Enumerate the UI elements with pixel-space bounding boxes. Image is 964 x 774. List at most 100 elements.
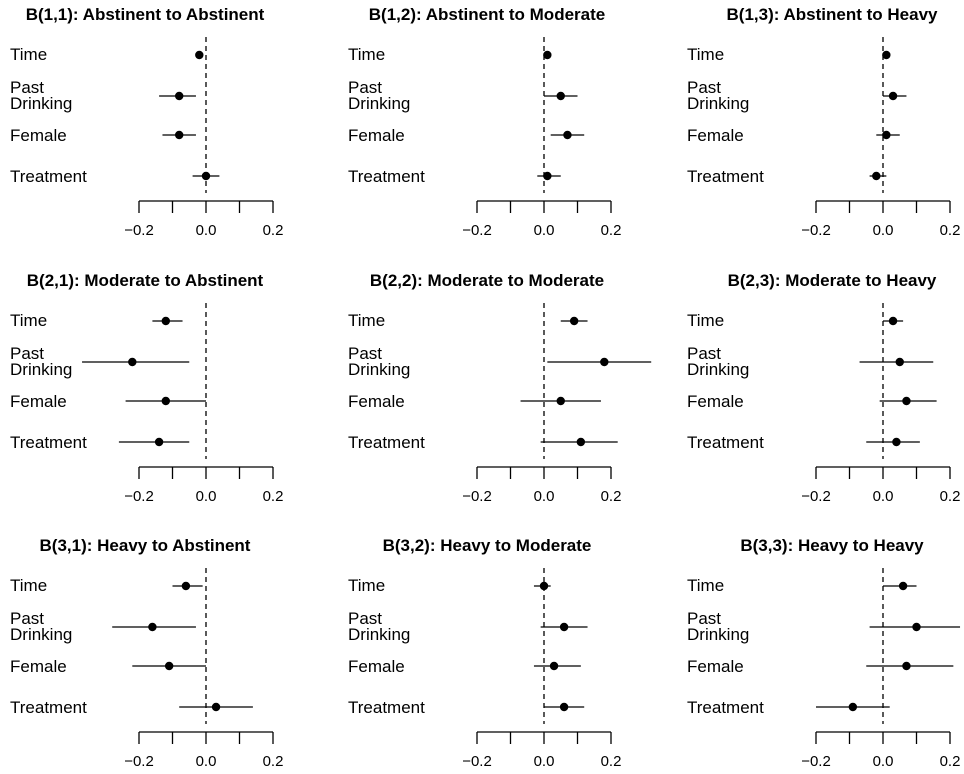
panel-title: B(3,2): Heavy to Moderate [383,536,592,555]
panel-title: B(3,3): Heavy to Heavy [740,536,924,555]
row-label: Treatment [10,433,87,452]
row-label: Female [10,126,67,145]
row-label: Time [687,311,724,330]
x-tick-label: 0.2 [263,488,284,505]
x-tick-label: 0.0 [873,222,894,239]
row-label: Treatment [687,433,764,452]
estimate-point [161,316,170,326]
panel-title: B(1,2): Abstinent to Moderate [369,5,605,24]
panel-title: B(2,1): Moderate to Abstinent [27,271,264,290]
estimate-point [902,661,911,671]
row-label: Time [687,576,724,595]
estimate-point [556,396,565,406]
panel: B(3,2): Heavy to Moderate Time Past Drinkin… [348,536,621,770]
estimate-point [848,702,858,712]
estimate-point [154,437,164,447]
row-label: Female [10,657,67,676]
panel-title: B(2,3): Moderate to Heavy [728,271,937,290]
x-tick-label: 0.2 [263,753,284,770]
estimate-point [912,622,921,632]
x-tick-label: 0.2 [940,488,961,505]
row-label: Treatment [348,698,425,717]
x-tick-label: −0.2 [462,753,492,770]
row-label: Past Drinking [687,609,749,644]
row-label: Treatment [687,698,764,717]
panel: B(2,1): Moderate to Abstinent Time Past Dri… [10,271,283,505]
x-tick-label: 0.2 [940,222,961,239]
estimate-point [161,396,170,406]
x-tick-label: 0.0 [534,222,555,239]
panel-title: B(1,1): Abstinent to Abstinent [26,5,265,24]
panel: B(2,3): Moderate to Heavy Time Past Drinkin… [687,271,960,505]
x-tick-label: −0.2 [801,222,831,239]
panel: B(3,1): Heavy to Abstinent Time Past Drinki… [10,536,283,770]
row-label: Past Drinking [348,78,410,113]
x-tick-label: 0.2 [940,753,961,770]
panel: B(1,3): Abstinent to Heavy Time Past Drinki… [687,5,960,239]
estimate-point [898,581,908,591]
row-label: Past Drinking [348,344,410,379]
estimate-point [549,661,559,671]
row-label: Past Drinking [10,609,72,644]
row-label: Past Drinking [10,78,72,113]
row-label: Past Drinking [687,344,749,379]
panel: B(1,1): Abstinent to Abstinent Time Past Dr… [10,5,283,239]
estimate-point [148,622,157,632]
estimate-point [128,357,137,367]
row-label: Treatment [687,167,764,186]
estimate-point [195,50,204,60]
estimate-point [563,130,572,140]
estimate-point [164,661,174,671]
row-label: Time [348,576,385,595]
row-label: Treatment [10,167,87,186]
estimate-point [569,316,579,326]
x-tick-label: 0.2 [601,488,622,505]
panel-title: B(1,3): Abstinent to Heavy [727,5,939,24]
row-label: Time [10,311,47,330]
x-tick-label: 0.2 [601,222,622,239]
estimate-point [559,622,569,632]
x-tick-label: 0.0 [873,753,894,770]
x-tick-label: 0.0 [534,488,555,505]
row-label: Treatment [10,698,87,717]
estimate-point [892,437,901,447]
estimate-point [201,171,211,181]
estimate-point [576,437,586,447]
estimate-point [895,357,904,367]
estimate-point [882,130,891,140]
row-label: Female [687,392,744,411]
x-tick-label: −0.2 [462,488,492,505]
estimate-point [539,581,549,591]
row-label: Female [348,126,405,145]
estimate-point [559,702,569,712]
row-label: Female [687,126,744,145]
estimate-point [175,130,184,140]
x-tick-label: −0.2 [124,222,154,239]
estimate-point [872,171,881,181]
x-tick-label: −0.2 [124,488,154,505]
x-tick-label: 0.0 [534,753,555,770]
x-tick-label: 0.0 [196,753,217,770]
row-label: Past Drinking [687,78,749,113]
row-label: Past Drinking [348,609,410,644]
x-tick-label: −0.2 [462,222,492,239]
panel-title: B(2,2): Moderate to Moderate [370,271,604,290]
estimate-point [543,171,552,181]
x-tick-label: 0.0 [873,488,894,505]
row-label: Female [348,657,405,676]
row-label: Time [348,311,385,330]
row-label: Past Drinking [10,344,72,379]
row-label: Treatment [348,167,425,186]
panel-title: B(3,1): Heavy to Abstinent [40,536,251,555]
panel: B(2,2): Moderate to Moderate Time Past Drin… [348,271,652,505]
estimate-point [600,357,609,367]
x-tick-label: 0.2 [601,753,622,770]
estimate-point [902,396,911,406]
estimate-point [882,50,891,60]
estimate-point [888,91,898,101]
estimate-point [556,91,565,101]
panel: B(3,3): Heavy to Heavy Time Past Drinking Fe… [687,536,960,770]
row-label: Time [10,576,47,595]
estimate-point [175,91,184,101]
